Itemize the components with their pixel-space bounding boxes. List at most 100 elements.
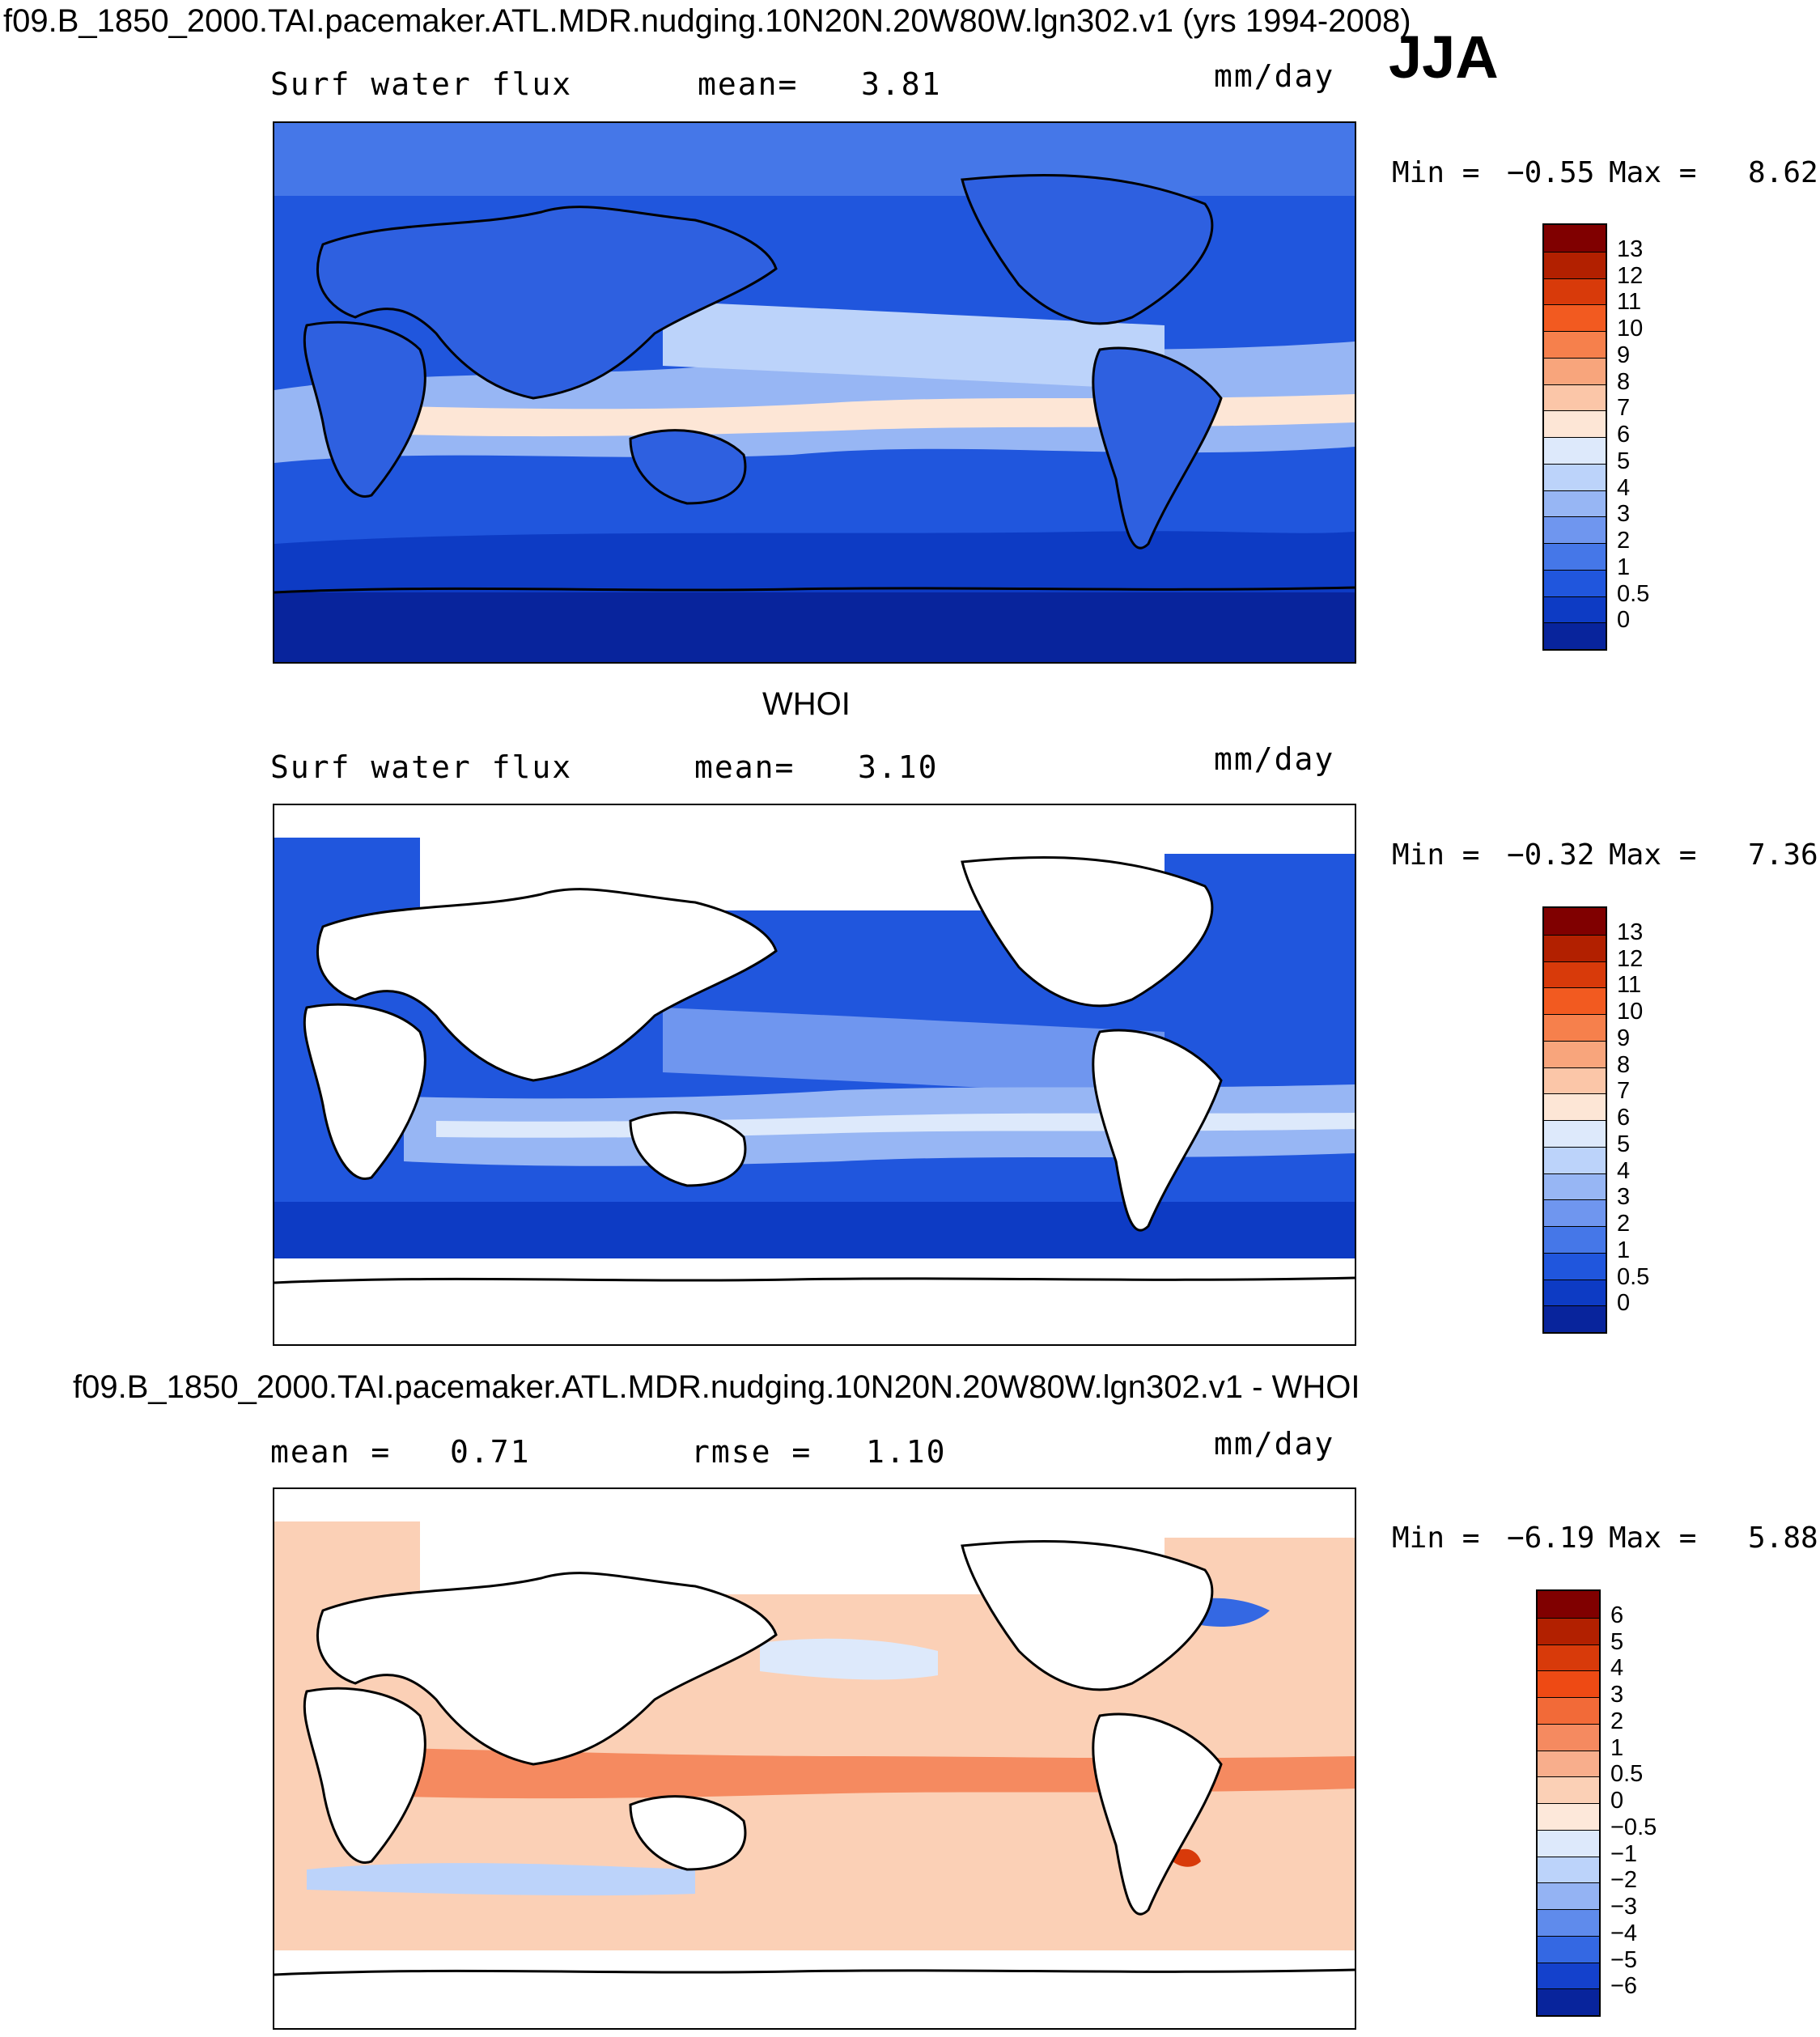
panel2-colorbar-tick-label: 2 (1617, 1211, 1631, 1237)
panel2-map-svg (274, 805, 1355, 1344)
panel2-colorbar-swatch (1544, 1120, 1606, 1147)
panel1-map-svg (274, 123, 1355, 662)
panel2-field-npac (663, 1008, 1165, 1097)
panel2-header: WHOI (762, 686, 851, 722)
panel2-min-value: −0.32 (1507, 838, 1595, 872)
panel3-colorbar-tick-label: 6 (1610, 1602, 1624, 1628)
panel2-colorbar-tick-label: 0 (1617, 1290, 1631, 1317)
panel1-colorbar-tick-label: 10 (1617, 316, 1644, 342)
panel2-max-label: Max = (1609, 838, 1697, 872)
panel2-colorbar-swatch (1544, 1040, 1606, 1067)
panel3-coastlines (303, 1539, 1223, 1916)
panel3-map (273, 1487, 1356, 2030)
panel2-colorbar-tick-label: 13 (1617, 919, 1644, 945)
panel3-colorbar-swatch (1538, 1988, 1599, 2015)
panel2-colorbar-tick-label: 7 (1617, 1078, 1631, 1105)
panel3-colorbar-tick-label: 3 (1610, 1682, 1624, 1708)
panel3-units: mm/day (1214, 1426, 1335, 1462)
panel1-north-america (961, 173, 1214, 325)
panel2-colorbar-tick-label: 1 (1617, 1237, 1631, 1263)
panel3-colorbar-tick-label: 4 (1610, 1655, 1624, 1682)
panel3-colorbar-swatch (1538, 1935, 1599, 1963)
panel2-colorbar-swatch (1544, 987, 1606, 1014)
panel2-colorbar-swatch (1544, 1279, 1606, 1306)
panel2-colorbar-tick-label: 10 (1617, 999, 1644, 1025)
panel3-south-america (1092, 1712, 1223, 1916)
panel3-header: f09.B_1850_2000.TAI.pacemaker.ATL.MDR.nu… (73, 1369, 1360, 1405)
panel1-colorbar-swatch (1544, 251, 1606, 278)
panel2-min-label: Min = (1392, 838, 1480, 872)
panel1-colorbar-tick-label: 5 (1617, 448, 1631, 474)
panel1-colorbar-swatch (1544, 278, 1606, 305)
panel3-eurasia (316, 1572, 778, 1766)
panel1-colorbar-swatch (1544, 357, 1606, 384)
panel3-colorbar-swatch (1538, 1750, 1599, 1777)
panel1-australia (629, 429, 747, 505)
panel1-colorbar-swatch (1544, 384, 1606, 411)
panel1-colorbar-swatch (1544, 331, 1606, 358)
panel3-colorbar-swatch (1538, 1803, 1599, 1830)
panel1-colorbar-tick-label: 2 (1617, 528, 1631, 554)
panel1-coastlines (303, 173, 1223, 550)
panel1-mean-label: mean= (698, 66, 799, 102)
panel3-colorbar-tick-label: −5 (1610, 1946, 1638, 1973)
panel2-max-value: 7.36 (1748, 838, 1818, 872)
panel3-min-label: Min = (1392, 1521, 1480, 1555)
panel3-colorbar-tick-label: 5 (1610, 1628, 1624, 1655)
panel3-colorbar-swatch (1538, 1723, 1599, 1751)
panel1-colorbar (1542, 223, 1607, 651)
panel3-colorbar (1536, 1589, 1601, 2017)
panel1-colorbar-tick-label: 4 (1617, 474, 1631, 501)
panel3-map-svg (274, 1489, 1355, 2028)
panel2-eurasia (316, 888, 778, 1082)
panel3-colorbar-swatch (1538, 1697, 1599, 1724)
panel3-colorbar-tick-label: −3 (1610, 1894, 1638, 1920)
panel2-map (273, 804, 1356, 1346)
season-label: JJA (1389, 23, 1499, 91)
panel1-colorbar-tick-label: 7 (1617, 395, 1631, 422)
panel3-colorbar-tick-label: −6 (1610, 1973, 1638, 2000)
panel1-colorbar-swatch (1544, 225, 1606, 252)
panel3-colorbar-swatch (1538, 1776, 1599, 1803)
panel3-colorbar-tick-label: −2 (1610, 1867, 1638, 1894)
panel2-colorbar-tick-label: 9 (1617, 1025, 1631, 1051)
panel2-antarctic-coast (274, 1276, 1355, 1284)
panel2-south-america (1092, 1029, 1223, 1232)
panel1-field-southern (274, 531, 1355, 592)
panel3-colorbar-swatch (1538, 1909, 1599, 1936)
panel3-north-america (961, 1539, 1214, 1691)
panel3-min-value: −6.19 (1507, 1521, 1595, 1555)
panel1-eurasia (316, 206, 778, 400)
panel3-colorbar-swatch (1538, 1617, 1599, 1644)
panel3-field-masked-south (274, 1950, 1355, 2028)
panel3-antarctic-coast (274, 1968, 1355, 1976)
panel2-colorbar-swatch (1544, 1173, 1606, 1200)
panel2-colorbar-tick-label: 3 (1617, 1184, 1631, 1211)
panel1-colorbar-tick-label: 0.5 (1617, 580, 1650, 607)
panel3-africa (303, 1687, 426, 1864)
panel3-colorbar-swatch (1538, 1829, 1599, 1857)
panel2-colorbar-tick-label: 5 (1617, 1131, 1631, 1157)
panel2-colorbar-swatch (1544, 1146, 1606, 1173)
panel1-max-label: Max = (1609, 156, 1697, 189)
panel1-variable-label: Surf water flux (270, 66, 573, 102)
panel3-colorbar-tick-label: 2 (1610, 1708, 1624, 1734)
panel1-field-npac (663, 301, 1165, 390)
panel3-colorbar-tick-label: −4 (1610, 1920, 1638, 1946)
panel1-colorbar-swatch (1544, 596, 1606, 623)
panel1-colorbar-swatch (1544, 516, 1606, 543)
panel2-variable-label: Surf water flux (270, 749, 573, 785)
panel1-colorbar-tick-label: 12 (1617, 262, 1644, 289)
panel1-colorbar-tick-label: 1 (1617, 554, 1631, 580)
panel3-colorbar-swatch (1538, 1644, 1599, 1671)
panel2-colorbar-swatch (1544, 1014, 1606, 1041)
panel3-rmse-label: rmse = (691, 1434, 812, 1470)
panel1-colorbar-tick-label: 3 (1617, 501, 1631, 528)
panel1-africa (303, 320, 426, 498)
panel3-rmse-value: 1.10 (866, 1434, 947, 1470)
panel3-colorbar-swatch (1538, 1882, 1599, 1909)
panel1-colorbar-tick-label: 11 (1617, 289, 1642, 316)
panel1-field-arctic (274, 123, 1355, 196)
panel1-colorbar-swatch (1544, 410, 1606, 437)
panel1-colorbar-tick-label: 0 (1617, 607, 1631, 634)
